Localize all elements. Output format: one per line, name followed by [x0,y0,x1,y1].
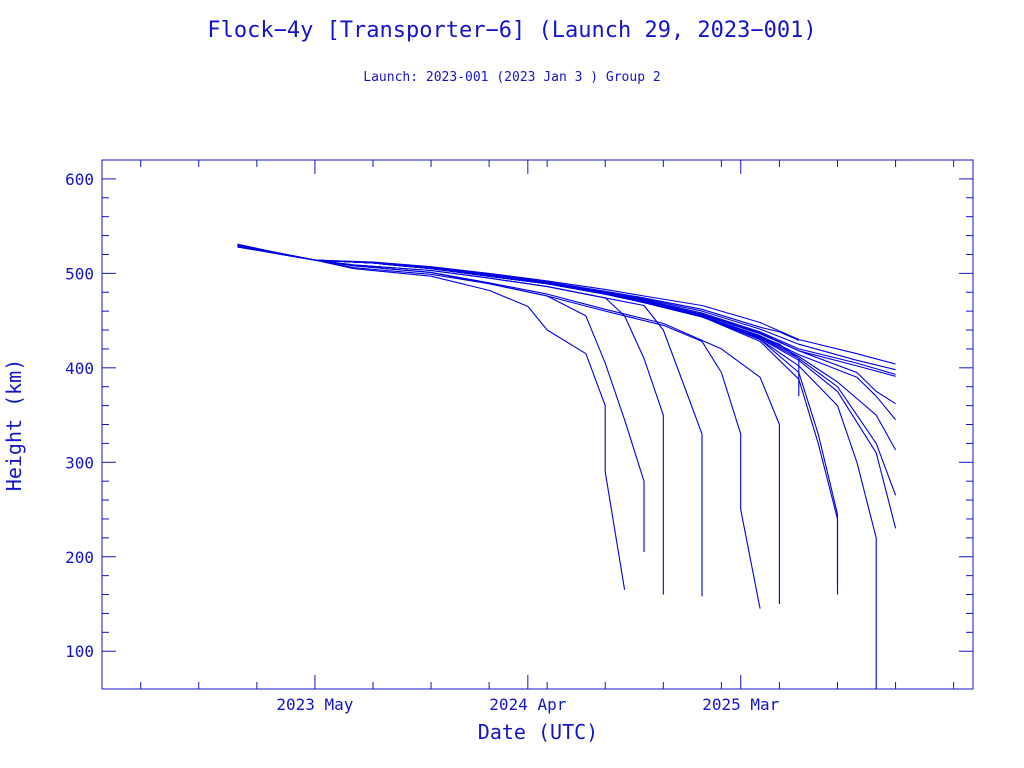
x-tick-label: 2024 Apr [489,695,566,714]
series-line [237,246,761,609]
y-tick-label: 200 [65,548,94,567]
y-tick-label: 300 [65,453,94,472]
x-axis-label: Date (UTC) [478,720,598,744]
chart-title: Flock−4y [Transporter−6] (Launch 29, 202… [207,18,816,43]
series-group [237,243,897,689]
series-line [237,244,645,552]
series-line [237,245,839,595]
y-tick-label: 500 [65,264,94,283]
series-line [237,245,664,595]
y-tick-label: 600 [65,170,94,189]
series-line [237,244,896,405]
series-line [237,245,877,689]
y-tick-label: 100 [65,642,94,661]
axes: 100 200 300 400 500 600 2023 May 2024 Apr 2025 M… [65,160,973,714]
y-tick-label: 400 [65,359,94,378]
chart-subtitle: Launch: 2023-001 (2023 Jan 3 ) Group 2 [363,70,660,85]
series-line [237,244,839,586]
y-axis-label: Height (km) [2,359,26,491]
series-line [237,243,800,341]
x-tick-label: 2023 May [276,695,353,714]
plot-area [101,159,974,690]
x-tick-label: 2025 Mar [702,695,779,714]
plot-frame [101,159,974,690]
series-line [237,245,626,590]
series-line [237,245,897,421]
